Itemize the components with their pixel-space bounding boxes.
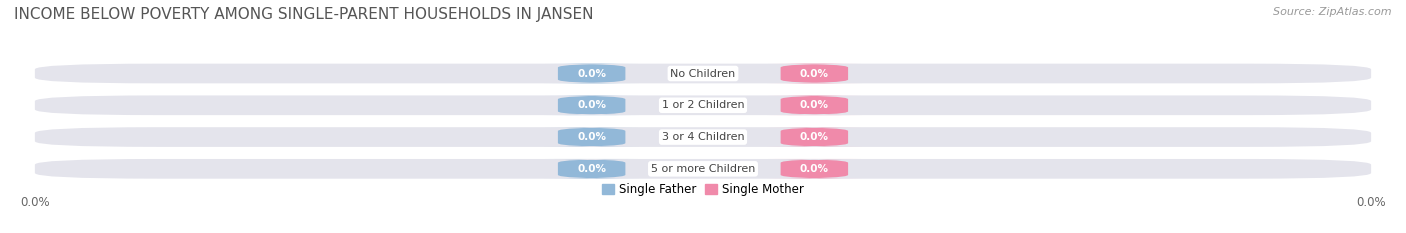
Text: 0.0%: 0.0% xyxy=(800,132,830,142)
FancyBboxPatch shape xyxy=(35,159,1371,179)
Text: 3 or 4 Children: 3 or 4 Children xyxy=(662,132,744,142)
Text: 0.0%: 0.0% xyxy=(576,164,606,174)
Text: INCOME BELOW POVERTY AMONG SINGLE-PARENT HOUSEHOLDS IN JANSEN: INCOME BELOW POVERTY AMONG SINGLE-PARENT… xyxy=(14,7,593,22)
Text: 1 or 2 Children: 1 or 2 Children xyxy=(662,100,744,110)
Text: 0.0%: 0.0% xyxy=(800,100,830,110)
FancyBboxPatch shape xyxy=(768,96,862,115)
Text: 0.0%: 0.0% xyxy=(800,69,830,79)
Text: 0.0%: 0.0% xyxy=(576,69,606,79)
FancyBboxPatch shape xyxy=(768,159,862,179)
FancyBboxPatch shape xyxy=(544,159,638,179)
FancyBboxPatch shape xyxy=(544,64,638,83)
Legend: Single Father, Single Mother: Single Father, Single Mother xyxy=(602,183,804,196)
FancyBboxPatch shape xyxy=(35,127,1371,147)
Text: 0.0%: 0.0% xyxy=(800,164,830,174)
Text: 0.0%: 0.0% xyxy=(576,100,606,110)
Text: Source: ZipAtlas.com: Source: ZipAtlas.com xyxy=(1274,7,1392,17)
Text: 0.0%: 0.0% xyxy=(576,132,606,142)
FancyBboxPatch shape xyxy=(35,64,1371,83)
Text: 5 or more Children: 5 or more Children xyxy=(651,164,755,174)
FancyBboxPatch shape xyxy=(544,127,638,147)
FancyBboxPatch shape xyxy=(768,127,862,147)
FancyBboxPatch shape xyxy=(35,96,1371,115)
Text: No Children: No Children xyxy=(671,69,735,79)
FancyBboxPatch shape xyxy=(768,64,862,83)
FancyBboxPatch shape xyxy=(544,96,638,115)
